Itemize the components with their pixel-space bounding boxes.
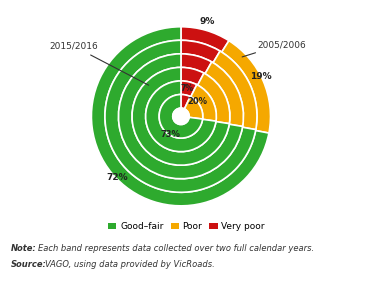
Text: 20%: 20% xyxy=(187,97,207,106)
Circle shape xyxy=(173,108,189,125)
Text: 7%: 7% xyxy=(181,84,194,93)
Wedge shape xyxy=(181,67,204,85)
Text: Each band represents data collected over two full calendar years.: Each band represents data collected over… xyxy=(38,244,314,253)
Wedge shape xyxy=(181,27,229,52)
Text: 73%: 73% xyxy=(161,130,181,139)
Wedge shape xyxy=(205,62,244,126)
Text: 2015/2016: 2015/2016 xyxy=(50,42,149,85)
Wedge shape xyxy=(132,67,229,165)
Text: 9%: 9% xyxy=(200,17,215,26)
Wedge shape xyxy=(213,51,257,130)
Text: 19%: 19% xyxy=(250,72,272,82)
Wedge shape xyxy=(222,41,270,133)
Wedge shape xyxy=(181,40,220,63)
Wedge shape xyxy=(119,54,242,179)
Text: Source:: Source: xyxy=(11,260,47,269)
Wedge shape xyxy=(198,73,230,124)
Text: Note:: Note: xyxy=(11,244,37,253)
Wedge shape xyxy=(181,54,212,74)
Text: 2005/2006: 2005/2006 xyxy=(242,40,306,57)
Text: VAGO, using data provided by VicRoads.: VAGO, using data provided by VicRoads. xyxy=(45,260,214,269)
Wedge shape xyxy=(159,95,203,138)
Wedge shape xyxy=(181,95,190,109)
Wedge shape xyxy=(191,85,216,121)
Wedge shape xyxy=(91,27,269,206)
Wedge shape xyxy=(185,97,203,119)
Wedge shape xyxy=(181,81,197,97)
Wedge shape xyxy=(145,81,216,152)
Text: 72%: 72% xyxy=(107,174,128,182)
Legend: Good–fair, Poor, Very poor: Good–fair, Poor, Very poor xyxy=(105,218,268,235)
Wedge shape xyxy=(105,40,256,192)
